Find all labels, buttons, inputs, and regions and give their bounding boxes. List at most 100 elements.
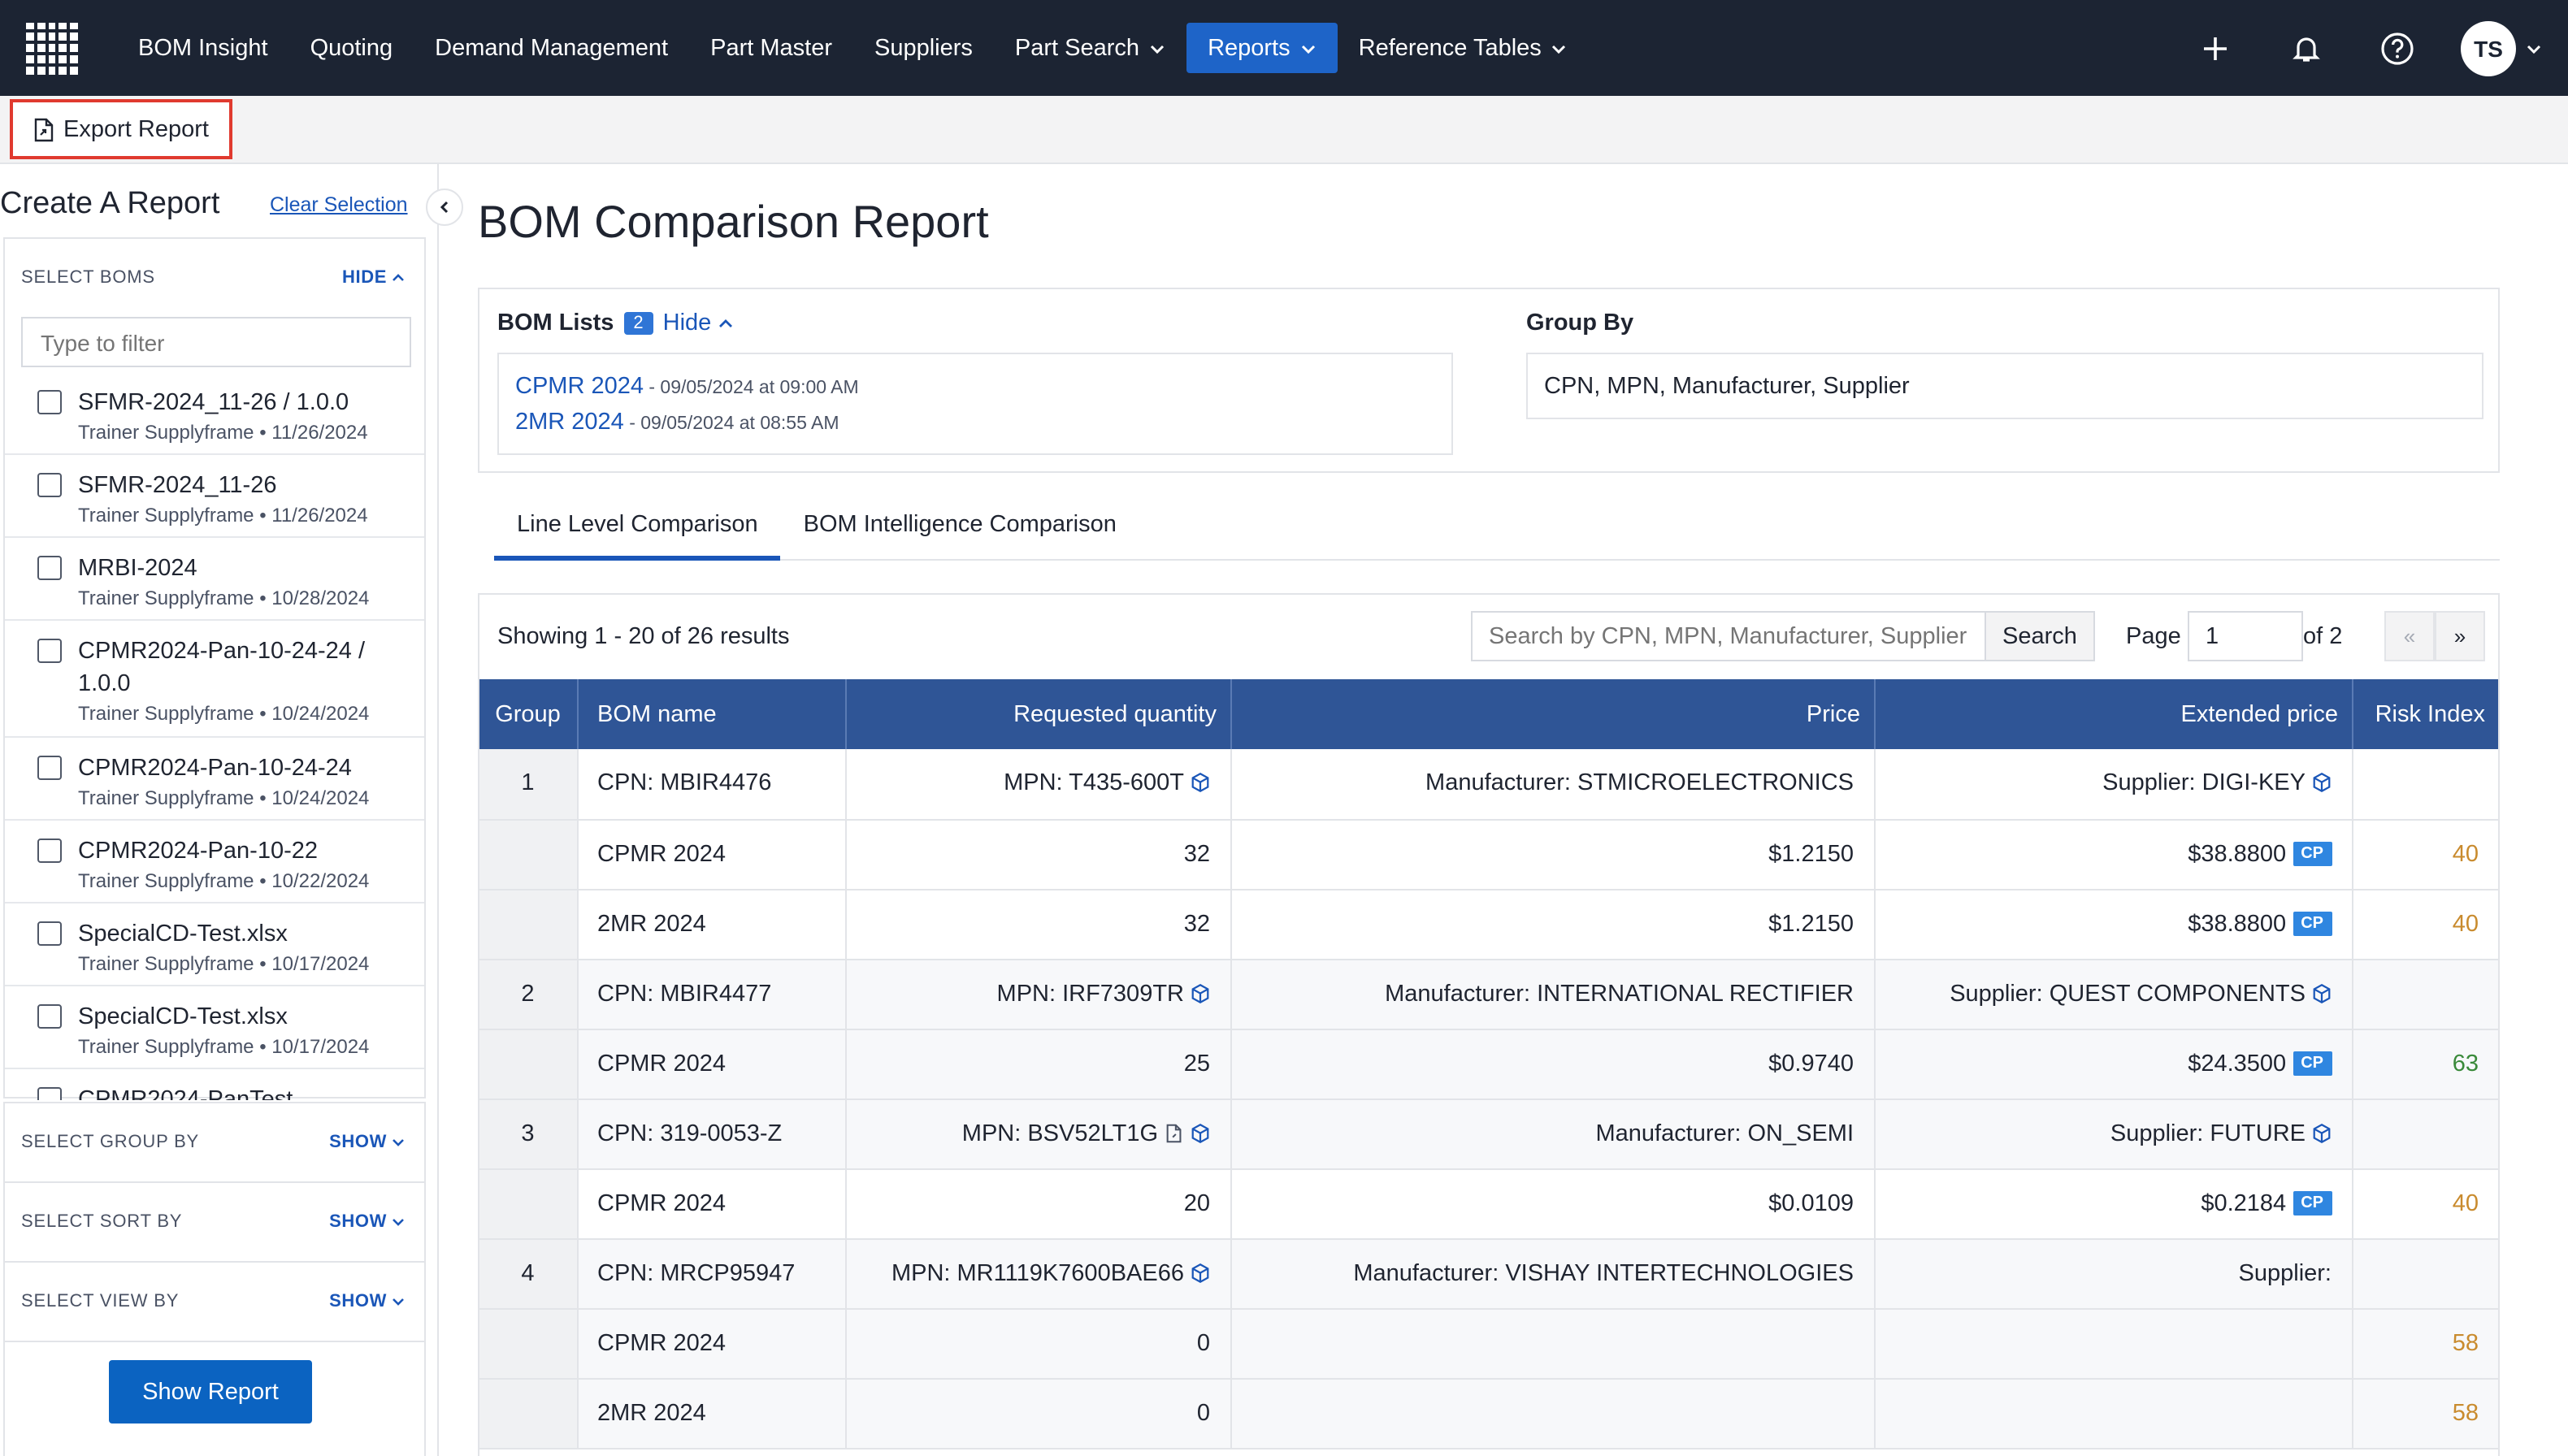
bom-checkbox[interactable] — [37, 556, 62, 580]
group-header-row: 3 CPN: 319-0053-Z MPN: BSV52LT1G Manufactur… — [479, 1098, 2498, 1169]
bom-checkbox[interactable] — [37, 921, 62, 946]
extended-price-cell: $38.8800 CP — [1874, 889, 2353, 960]
bom-checkbox[interactable] — [37, 756, 62, 780]
page-total: of 2 — [2303, 624, 2343, 650]
tab-bom-intelligence-comparison[interactable]: BOM Intelligence Comparison — [803, 512, 1117, 538]
quantity-cell: 32 — [845, 819, 1231, 890]
group-cell — [479, 1308, 578, 1379]
price-cell: $1.2150 — [1230, 889, 1875, 960]
show-group-by-toggle[interactable]: SHOW — [329, 1133, 405, 1152]
bom-list-item[interactable]: CPMR2024-Pan-10-22 Trainer Supplyframe • … — [5, 821, 424, 904]
bom-checkbox[interactable] — [37, 639, 62, 663]
bom-checkbox[interactable] — [37, 1004, 62, 1029]
cube-icon[interactable] — [1189, 1122, 1210, 1143]
mpn-cell-text: MPN: T435-600T — [1004, 770, 1184, 797]
cpn-cell: CPN: MRCP95947 — [577, 1238, 846, 1309]
plus-icon[interactable] — [2188, 20, 2243, 76]
nav-item-reports[interactable]: Reports — [1186, 23, 1338, 73]
bom-list-item[interactable]: CPMR2024-Pan-10-24-24 Trainer Supplyframe… — [5, 738, 424, 821]
bom-list-item[interactable]: CPMR2024-Pan-10-24-24 / 1.0.0 Trainer Sup… — [5, 621, 424, 738]
bom-checkbox[interactable] — [37, 473, 62, 497]
hide-boms-toggle[interactable]: HIDE — [342, 268, 405, 288]
bom-list-item[interactable]: CPMR2024-PanTest — [5, 1069, 424, 1100]
cp-badge[interactable]: CP — [2293, 842, 2332, 867]
bom-checkbox[interactable] — [37, 390, 62, 414]
search-input[interactable] — [1471, 611, 1986, 661]
bom-name-cell-text: CPMR 2024 — [597, 1051, 726, 1077]
risk-index-cell-text: 40 — [2452, 911, 2479, 937]
cpn-cell: CPN: MBIR4476 — [577, 749, 846, 820]
mpn-cell: MPN: MR1119K7600BAE66 — [845, 1238, 1231, 1309]
select-boms-title: SELECT BOMS — [21, 268, 155, 288]
select-view-by-panel: SELECT VIEW BY SHOW — [3, 1261, 426, 1342]
nav-menu: BOM Insight Quoting Demand Management Part … — [117, 0, 1589, 96]
help-icon[interactable] — [2370, 20, 2425, 76]
clear-selection-link[interactable]: Clear Selection — [270, 193, 408, 216]
col-header-extended-price[interactable]: Extended price — [1874, 679, 2353, 749]
cube-icon[interactable] — [2310, 773, 2332, 794]
nav-item-part-search[interactable]: Part Search — [994, 23, 1186, 73]
cube-icon[interactable] — [1189, 982, 1210, 1003]
bom-item-text: CPMR2024-Pan-10-24-24 / 1.0.0 Trainer Sup… — [78, 635, 408, 736]
first-page-button[interactable]: « — [2384, 611, 2435, 661]
nav-item-suppliers[interactable]: Suppliers — [853, 23, 994, 73]
nav-item-reference-tables[interactable]: Reference Tables — [1338, 23, 1589, 73]
bom-list-link[interactable]: CPMR 2024 — [515, 374, 644, 400]
document-link-icon[interactable] — [1163, 1122, 1184, 1143]
bom-checkbox[interactable] — [37, 838, 62, 863]
cube-icon[interactable] — [2310, 982, 2332, 1003]
nav-item-bom-insight[interactable]: BOM Insight — [117, 23, 289, 73]
nav-item-part-master[interactable]: Part Master — [689, 23, 853, 73]
price-cell: $0.0109 — [1230, 1168, 1875, 1239]
bom-item-name: SFMR-2024_11-26 / 1.0.0 — [78, 390, 349, 416]
next-page-button[interactable]: » — [2435, 611, 2485, 661]
cube-icon[interactable] — [2310, 1122, 2332, 1143]
collapse-sidebar-button[interactable] — [426, 188, 463, 226]
col-header-price[interactable]: Price — [1230, 679, 1875, 749]
hide-boms-label: HIDE — [342, 268, 387, 288]
bell-icon[interactable] — [2279, 20, 2334, 76]
export-report-button[interactable]: Export Report — [10, 99, 233, 159]
show-view-by-toggle[interactable]: SHOW — [329, 1292, 405, 1311]
bom-list-link[interactable]: 2MR 2024 — [515, 410, 624, 436]
cp-badge[interactable]: CP — [2293, 1051, 2332, 1077]
nav-item-label: Suppliers — [874, 35, 973, 61]
col-header-group[interactable]: Group — [479, 679, 578, 749]
bom-list-item[interactable]: SFMR-2024_11-26 Trainer Supplyframe • 11/… — [5, 455, 424, 538]
bom-list-item[interactable]: SpecialCD-Test.xlsx Trainer Supplyframe •… — [5, 986, 424, 1069]
user-menu[interactable]: TS — [2461, 20, 2542, 76]
cpn-cell-text: CPN: 319-0053-Z — [597, 1120, 783, 1146]
cube-icon[interactable] — [1189, 1262, 1210, 1283]
bom-name-cell: CPMR 2024 — [577, 1168, 846, 1239]
col-header-risk-index[interactable]: Risk Index — [2352, 679, 2498, 749]
risk-index-cell: 63 — [2352, 1029, 2498, 1099]
avatar[interactable]: TS — [2461, 20, 2516, 76]
group-cell: 1 — [479, 749, 578, 820]
show-sort-by-toggle[interactable]: SHOW — [329, 1212, 405, 1232]
bom-list-item[interactable]: SFMR-2024_11-26 / 1.0.0 Trainer Supplyfra… — [5, 372, 424, 455]
group-cell — [479, 1029, 578, 1099]
hide-bom-lists-link[interactable]: Hide — [663, 310, 733, 336]
col-header-bom-name[interactable]: BOM name — [577, 679, 846, 749]
select-sort-by-header: SELECT SORT BY SHOW — [5, 1183, 424, 1261]
group-cell — [479, 889, 578, 960]
bom-list-item[interactable]: MRBI-2024 Trainer Supplyframe • 10/28/202… — [5, 538, 424, 621]
chevron-down-icon — [1301, 44, 1315, 54]
col-header-requested-quantity[interactable]: Requested quantity — [845, 679, 1231, 749]
nav-item-label: Reports — [1208, 35, 1291, 61]
nav-item-quoting[interactable]: Quoting — [289, 23, 414, 73]
app-logo-icon[interactable] — [26, 22, 78, 74]
bom-filter-input[interactable] — [21, 317, 411, 367]
show-report-button[interactable]: Show Report — [109, 1360, 312, 1424]
nav-item-label: Demand Management — [435, 35, 669, 61]
nav-item-demand-management[interactable]: Demand Management — [414, 23, 689, 73]
search-button[interactable]: Search — [1986, 611, 2095, 661]
tab-line-level-comparison[interactable]: Line Level Comparison — [494, 489, 781, 561]
extended-price-cell: $0.2184 CP — [1874, 1168, 2353, 1239]
cp-badge[interactable]: CP — [2293, 1191, 2332, 1216]
cp-badge[interactable]: CP — [2293, 912, 2332, 937]
bom-list-item[interactable]: SpecialCD-Test.xlsx Trainer Supplyframe •… — [5, 904, 424, 986]
page-number-input[interactable] — [2188, 611, 2303, 661]
bom-checkbox[interactable] — [37, 1087, 62, 1100]
cube-icon[interactable] — [1189, 773, 1210, 794]
